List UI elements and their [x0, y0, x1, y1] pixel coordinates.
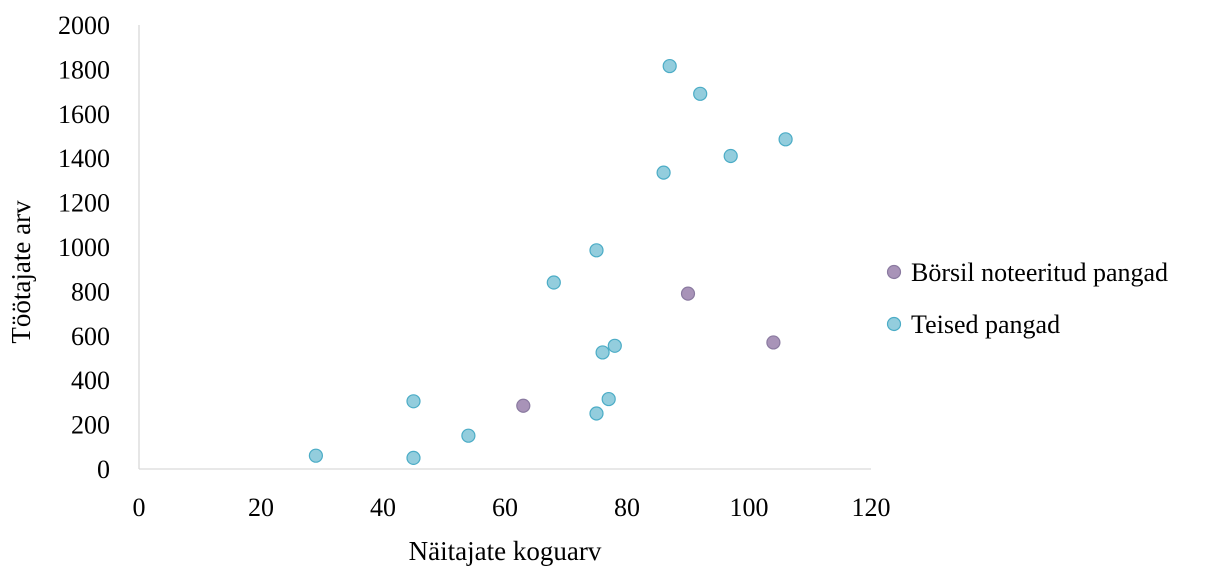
y-tick-label: 800: [71, 277, 110, 306]
data-point: [589, 406, 604, 421]
y-tick-label: 1200: [58, 189, 110, 218]
data-point: [656, 165, 671, 180]
data-point: [680, 286, 696, 301]
x-tick-label: 120: [852, 493, 891, 522]
x-tick-label: 100: [730, 493, 769, 522]
x-tick-label: 60: [492, 493, 518, 522]
legend-label: Teised pangad: [911, 310, 1060, 339]
data-point: [406, 450, 421, 465]
y-axis-title: Töötajate arv: [6, 200, 36, 344]
data-point: [662, 58, 677, 74]
data-point: [607, 338, 622, 353]
y-tick-label: 1600: [58, 100, 110, 129]
data-point: [693, 86, 708, 101]
y-axis: 0 200 400 600 800 1000 1200 1400 1600 1800 2000: [58, 11, 140, 484]
data-point: [461, 428, 476, 443]
y-tick-label: 1000: [58, 233, 110, 262]
data-point: [723, 148, 738, 164]
y-tick-label: 600: [71, 322, 110, 351]
data-point: [546, 275, 561, 290]
y-tick-label: 200: [71, 411, 110, 440]
data-point: [308, 448, 323, 463]
y-tick-label: 2000: [58, 11, 110, 40]
data-point: [778, 132, 793, 147]
data-point: [516, 398, 531, 413]
data-points: [308, 58, 793, 465]
x-tick-label: 80: [614, 493, 640, 522]
data-point: [406, 394, 421, 409]
legend-marker: [886, 264, 902, 280]
x-tick-label: 40: [370, 493, 396, 522]
x-tick-label: 0: [133, 493, 146, 522]
legend-marker: [886, 316, 902, 332]
y-tick-label: 0: [97, 455, 110, 484]
y-tick-label: 400: [71, 366, 110, 395]
legend: Börsil noteeritud pangad Teised pangad: [886, 258, 1168, 339]
y-tick-label: 1800: [58, 55, 110, 84]
data-point: [595, 345, 610, 360]
x-tick-label: 20: [248, 493, 274, 522]
data-point: [601, 391, 616, 407]
legend-label: Börsil noteeritud pangad: [911, 258, 1168, 287]
data-point: [766, 335, 781, 350]
x-axis-title: Näitajate koguarv: [409, 536, 602, 566]
y-tick-label: 1400: [58, 144, 110, 173]
x-axis: 0 20 40 60 80 100 120: [133, 468, 891, 522]
data-point: [589, 243, 604, 258]
